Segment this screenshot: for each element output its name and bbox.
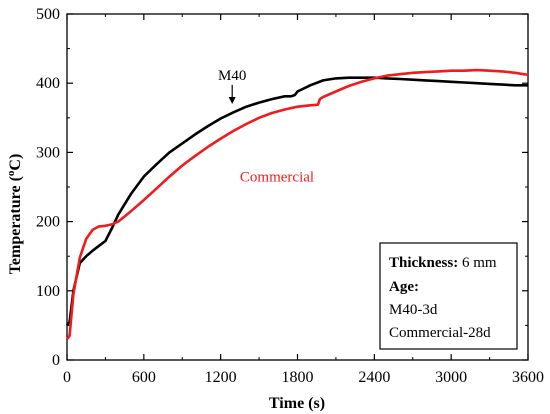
age-label: Age: (389, 279, 419, 295)
info-box (379, 242, 518, 350)
y-tick-label: 300 (36, 144, 60, 161)
thickness-text: Thickness: 6 mm (389, 255, 497, 271)
y-tick-label: 400 (36, 75, 60, 92)
y-tick-label: 0 (52, 352, 60, 369)
x-axis-title: Time (s) (269, 395, 325, 412)
annotation-arrow-head (228, 96, 236, 104)
x-tick-label: 1800 (282, 369, 314, 386)
x-tick-label: 0 (63, 369, 71, 386)
thickness-value: 6 mm (458, 255, 497, 271)
x-tick-label: 3000 (435, 369, 467, 386)
x-tick-label: 1200 (205, 369, 237, 386)
y-tick-label: 500 (36, 6, 60, 23)
y-tick-label: 100 (36, 283, 60, 300)
series-line-commercial (65, 68, 529, 340)
thickness-label: Thickness: (389, 255, 458, 271)
x-tick-label: 2400 (358, 369, 390, 386)
age-value: Commercial-28d (389, 325, 491, 341)
x-tick-label: 3600 (512, 369, 544, 386)
annotation-m40: M40 (218, 68, 246, 84)
age-value: M40-3d (389, 302, 438, 318)
annotation-commercial: Commercial (240, 170, 314, 186)
y-tick-label: 200 (36, 214, 60, 231)
series-line-m40 (65, 76, 528, 327)
x-tick-label: 600 (132, 369, 156, 386)
y-axis-title: Temperature (oC) (5, 154, 24, 275)
